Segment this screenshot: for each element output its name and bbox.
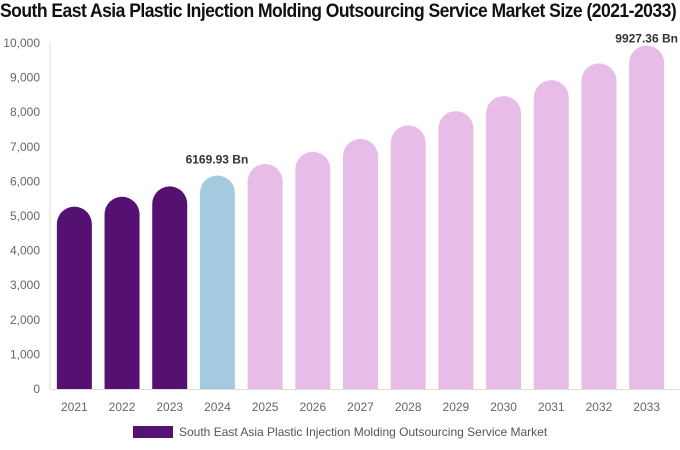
data-label: 6169.93 Bn [186,153,249,167]
x-tick-label: 2022 [109,400,136,414]
y-tick-label: 7,000 [10,140,40,154]
chart-title: South East Asia Plastic Injection Moldin… [0,0,677,22]
legend-swatch [133,426,173,438]
y-tick-label: 3,000 [10,278,40,292]
x-tick-label: 2025 [252,400,279,414]
x-tick-label: 2023 [156,400,183,414]
x-tick-label: 2032 [586,400,613,414]
y-tick-label: 2,000 [10,313,40,327]
y-tick-label: 1,000 [10,347,40,361]
legend-label: South East Asia Plastic Injection Moldin… [179,425,548,439]
x-tick-label: 2027 [347,400,374,414]
x-tick-label: 2024 [204,400,231,414]
y-tick-label: 4,000 [10,244,40,258]
bar-2028 [390,125,426,389]
bar-2031 [533,80,569,390]
bar-2024 [199,175,235,389]
bar-2033 [629,45,665,390]
y-tick-label: 10,000 [3,36,40,50]
y-tick-label: 6,000 [10,174,40,188]
x-tick-label: 2030 [490,400,517,414]
y-tick-label: 5,000 [10,209,40,223]
bar-2023 [152,186,188,389]
x-tick-label: 2026 [299,400,326,414]
x-tick-label: 2031 [538,400,565,414]
bar-2032 [581,63,617,389]
bar-2026 [295,151,331,389]
bar-2030 [486,96,522,389]
y-tick-label: 0 [33,382,40,396]
y-tick-label: 8,000 [10,105,40,119]
x-tick-label: 2033 [633,400,660,414]
bar-2027 [343,138,378,389]
legend[interactable]: South East Asia Plastic Injection Moldin… [133,425,547,439]
bar-2022 [104,196,140,389]
bar-2021 [56,206,92,389]
x-tick-label: 2029 [443,400,470,414]
bar-2025 [247,163,283,389]
y-tick-label: 9,000 [10,71,40,85]
data-label: 9927.36 Bn [615,32,678,46]
x-tick-label: 2021 [61,400,88,414]
bar-2029 [438,111,474,389]
x-tick-label: 2028 [395,400,422,414]
